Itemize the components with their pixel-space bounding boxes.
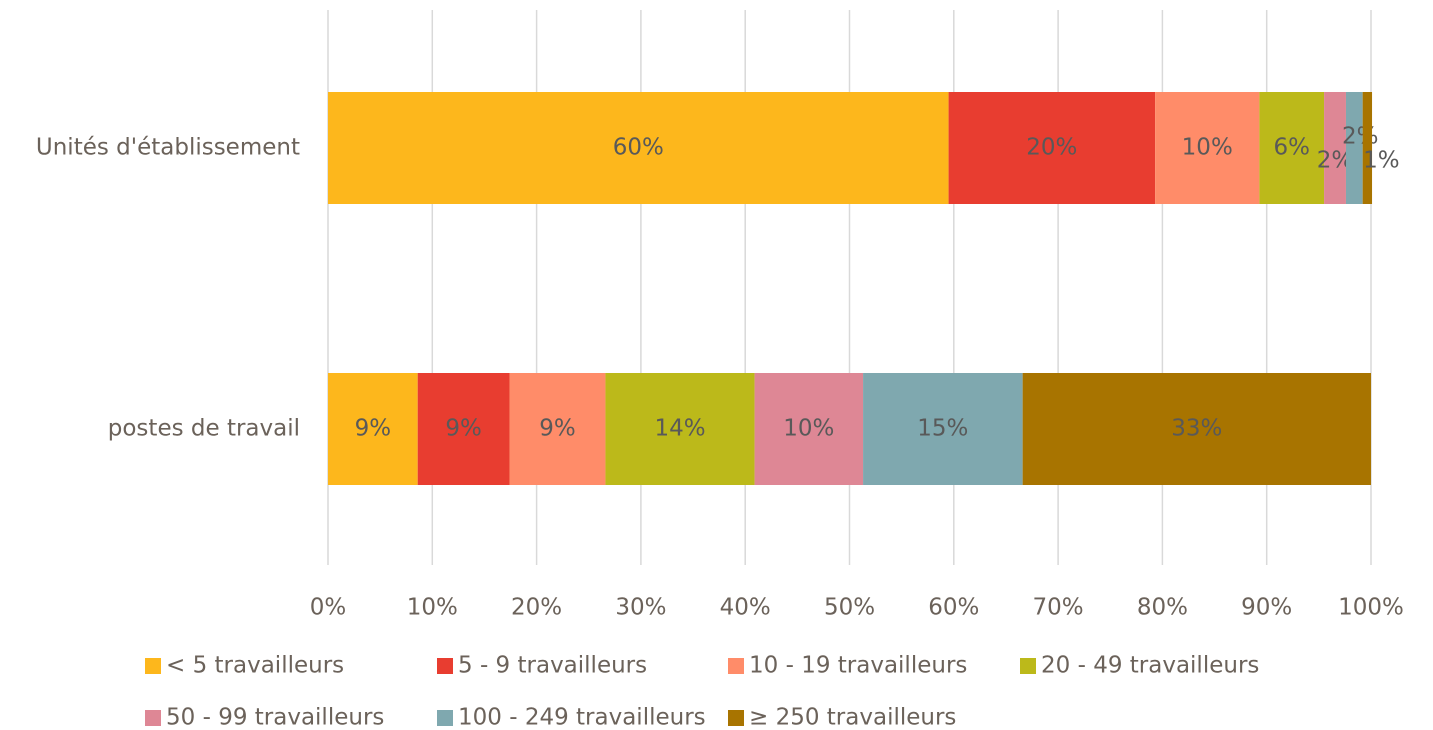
- x-tick-label: 20%: [511, 595, 562, 621]
- bar-segment: [605, 373, 755, 485]
- x-tick-label: 10%: [407, 595, 458, 621]
- bar-segment: [328, 92, 949, 204]
- x-tick-label: 60%: [928, 595, 979, 621]
- legend-swatch: [728, 710, 744, 726]
- value-label: 6%: [1273, 135, 1310, 161]
- legend-label: 10 - 19 travailleurs: [749, 653, 967, 679]
- value-label: 9%: [539, 416, 576, 442]
- bar-segment: [863, 373, 1023, 485]
- legend-label: 5 - 9 travailleurs: [458, 653, 647, 679]
- value-label: 20%: [1026, 135, 1077, 161]
- value-label: 9%: [445, 416, 482, 442]
- x-tick-label: 50%: [824, 595, 875, 621]
- x-tick-label: 40%: [720, 595, 771, 621]
- bar-segment: [1362, 92, 1373, 204]
- value-label: 10%: [1182, 135, 1233, 161]
- x-tick-label: 100%: [1338, 595, 1404, 621]
- value-label: 10%: [783, 416, 834, 442]
- bar-segment: [1324, 92, 1346, 204]
- legend-swatch: [145, 710, 161, 726]
- x-tick-label: 90%: [1241, 595, 1292, 621]
- value-label: 9%: [355, 416, 392, 442]
- bar-segment: [328, 373, 418, 485]
- bar-segment: [1155, 92, 1260, 204]
- x-tick-label: 70%: [1033, 595, 1084, 621]
- legend-swatch: [728, 658, 744, 674]
- value-label: 1%: [1363, 148, 1400, 174]
- x-tick-label: 80%: [1137, 595, 1188, 621]
- bar-segment: [754, 373, 864, 485]
- value-label: 15%: [917, 416, 968, 442]
- y-tick-label: Unités d'établissement: [36, 135, 300, 161]
- value-label: 60%: [613, 135, 664, 161]
- x-tick-label: 0%: [310, 595, 347, 621]
- value-label: 33%: [1171, 416, 1222, 442]
- legend-swatch: [437, 710, 453, 726]
- legend-label: ≥ 250 travailleurs: [749, 705, 956, 730]
- legend-swatch: [145, 658, 161, 674]
- legend-label: 20 - 49 travailleurs: [1041, 653, 1259, 679]
- bar-segment: [509, 373, 606, 485]
- value-label: 2%: [1342, 124, 1379, 150]
- legend-label: < 5 travailleurs: [166, 653, 344, 679]
- bar-segment: [417, 373, 510, 485]
- bar-segment: [1345, 92, 1363, 204]
- legend-label: 100 - 249 travailleurs: [458, 705, 706, 730]
- bar-segment: [948, 92, 1156, 204]
- y-tick-label: postes de travail: [108, 416, 300, 442]
- value-label: 14%: [654, 416, 705, 442]
- x-tick-label: 30%: [615, 595, 666, 621]
- legend-label: 50 - 99 travailleurs: [166, 705, 384, 730]
- bar-segment: [1259, 92, 1325, 204]
- bar-segment: [1022, 373, 1371, 485]
- legend-swatch: [437, 658, 453, 674]
- legend-swatch: [1020, 658, 1036, 674]
